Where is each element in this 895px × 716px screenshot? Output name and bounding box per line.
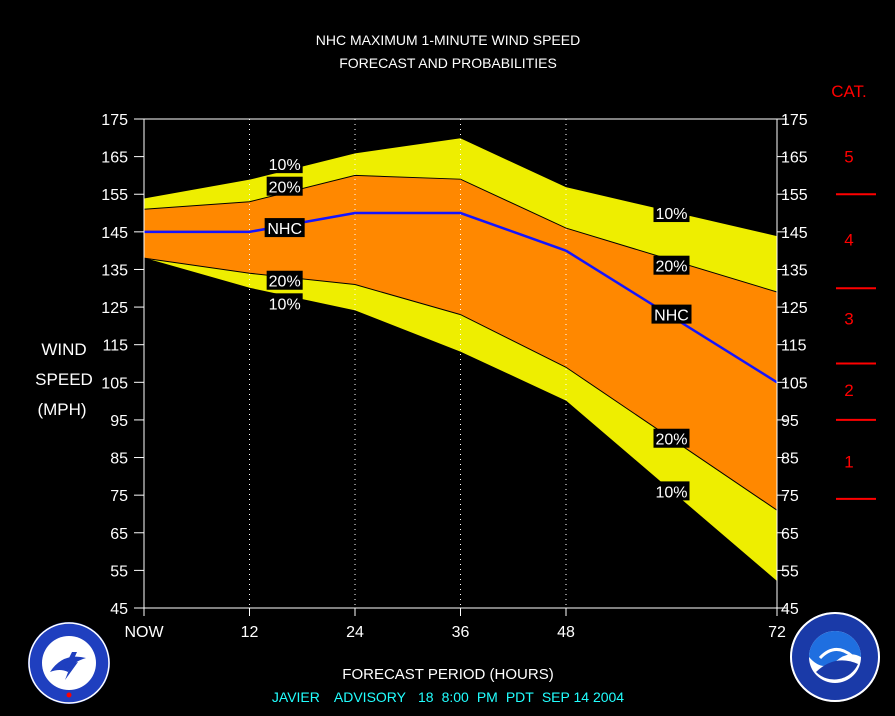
y-axis-label-line-2: SPEED [35,370,93,389]
y-tick-label-right: 175 [781,112,808,129]
series-lines [143,137,778,583]
advisory-ampm: PM [477,689,498,705]
y-tick-label-left: 45 [110,601,128,618]
chart-title-line-2: FORECAST AND PROBABILITIES [339,55,557,71]
y-tick-label-right: 115 [781,338,807,355]
probability-bands [144,137,777,582]
y-tick-label-right: 65 [781,526,799,543]
series-label: 10% [269,157,301,174]
advisory-date: SEP 14 2004 [542,689,624,705]
axes: 45 45 55 55 65 65 75 75 85 85 95 95 105 105 115 115 125 1… [101,112,808,641]
series-label-bg [266,293,303,313]
series-label: 10% [655,484,687,501]
advisory-type: ADVISORY [334,689,407,705]
series-label-bg [653,255,690,275]
series-label: 20% [269,274,301,291]
y-tick-label-right: 95 [781,413,799,430]
chart-title-line-1: NHC MAXIMUM 1-MINUTE WIND SPEED [316,32,580,48]
series-label-bg [266,154,303,174]
band-20-percent [144,175,777,511]
y-tick-label-left: 125 [101,300,128,317]
y-tick-label-right: 145 [781,225,808,242]
x-tick-label: 36 [452,624,470,641]
series-label: NHC [654,308,689,325]
series-label-bg [266,176,303,196]
advisory-time: 8:00 [442,689,469,705]
y-tick-label-right: 135 [781,262,808,279]
advisory-line: JAVIER ADVISORY 18 8:00 PM PDT SEP 14 2004 [272,689,624,705]
y-tick-label-right: 105 [781,375,808,392]
y-tick-label-right: 165 [781,150,808,167]
x-tick-label: 72 [768,624,786,641]
x-tick-label: 12 [241,624,259,641]
boundary-line-upper-20pct [143,174,778,293]
y-tick-label-left: 175 [101,112,128,129]
series-label: 10% [655,206,687,223]
advisory-number: 18 [418,689,434,705]
y-axis-label-line-1: WIND [41,340,86,359]
boundary-line-upper-10pct [143,137,778,237]
x-tick-label: NOW [124,624,164,641]
y-tick-label-left: 155 [101,187,128,204]
x-tick-label: 48 [557,624,575,641]
series-label-bg [264,218,305,238]
x-axis-label: FORECAST PERIOD (HOURS) [342,666,553,683]
category-label: 2 [844,381,853,400]
category-header: CAT. [831,82,867,101]
advisory-tz: PDT [506,689,534,705]
y-tick-label-left: 105 [101,375,128,392]
y-tick-label-left: 95 [110,413,128,430]
series-label-bg [653,203,690,223]
y-tick-label-left: 65 [110,526,128,543]
series-label: 20% [655,259,687,276]
series-label: 10% [269,296,301,313]
category-label: 4 [844,230,853,249]
boundary-line-lower-20pct [143,257,778,511]
category-label: 3 [844,309,853,328]
y-tick-label-right: 125 [781,300,808,317]
category-scale: CAT. 5 4 3 2 1 [831,82,876,500]
y-axis-label-line-3: (MPH) [37,400,86,419]
y-tick-label-left: 75 [110,488,128,505]
y-tick-label-left: 85 [110,451,128,468]
series-labels: 10% 20% NHC 20% 10% 10% 20% NHC 20% 10% [264,154,692,501]
series-label: NHC [267,221,302,238]
y-tick-label-left: 115 [102,338,128,355]
y-tick-label-right: 85 [781,451,799,468]
noaa-logo [790,612,880,702]
series-label-bg [653,428,690,448]
series-label-bg [266,270,303,290]
series-label: 20% [655,432,687,449]
y-tick-label-left: 55 [110,563,128,580]
y-tick-label-left: 165 [101,150,128,167]
y-tick-label-right: 155 [781,187,808,204]
series-label: 20% [269,180,301,197]
y-tick-label-left: 135 [101,262,128,279]
category-label: 1 [844,452,853,471]
series-label-bg [653,481,690,501]
series-label-bg [651,304,692,324]
y-tick-label-left: 145 [101,225,128,242]
y-tick-label-right: 75 [781,488,799,505]
y-tick-label-right: 45 [781,601,799,618]
y-tick-label-right: 55 [781,563,799,580]
storm-name: JAVIER [272,689,320,705]
category-label: 5 [844,148,853,167]
nhc-forecast-line [144,211,778,384]
nws-logo [28,622,110,704]
boundary-line-lower-10pct [143,257,778,583]
x-tick-label: 24 [346,624,364,641]
